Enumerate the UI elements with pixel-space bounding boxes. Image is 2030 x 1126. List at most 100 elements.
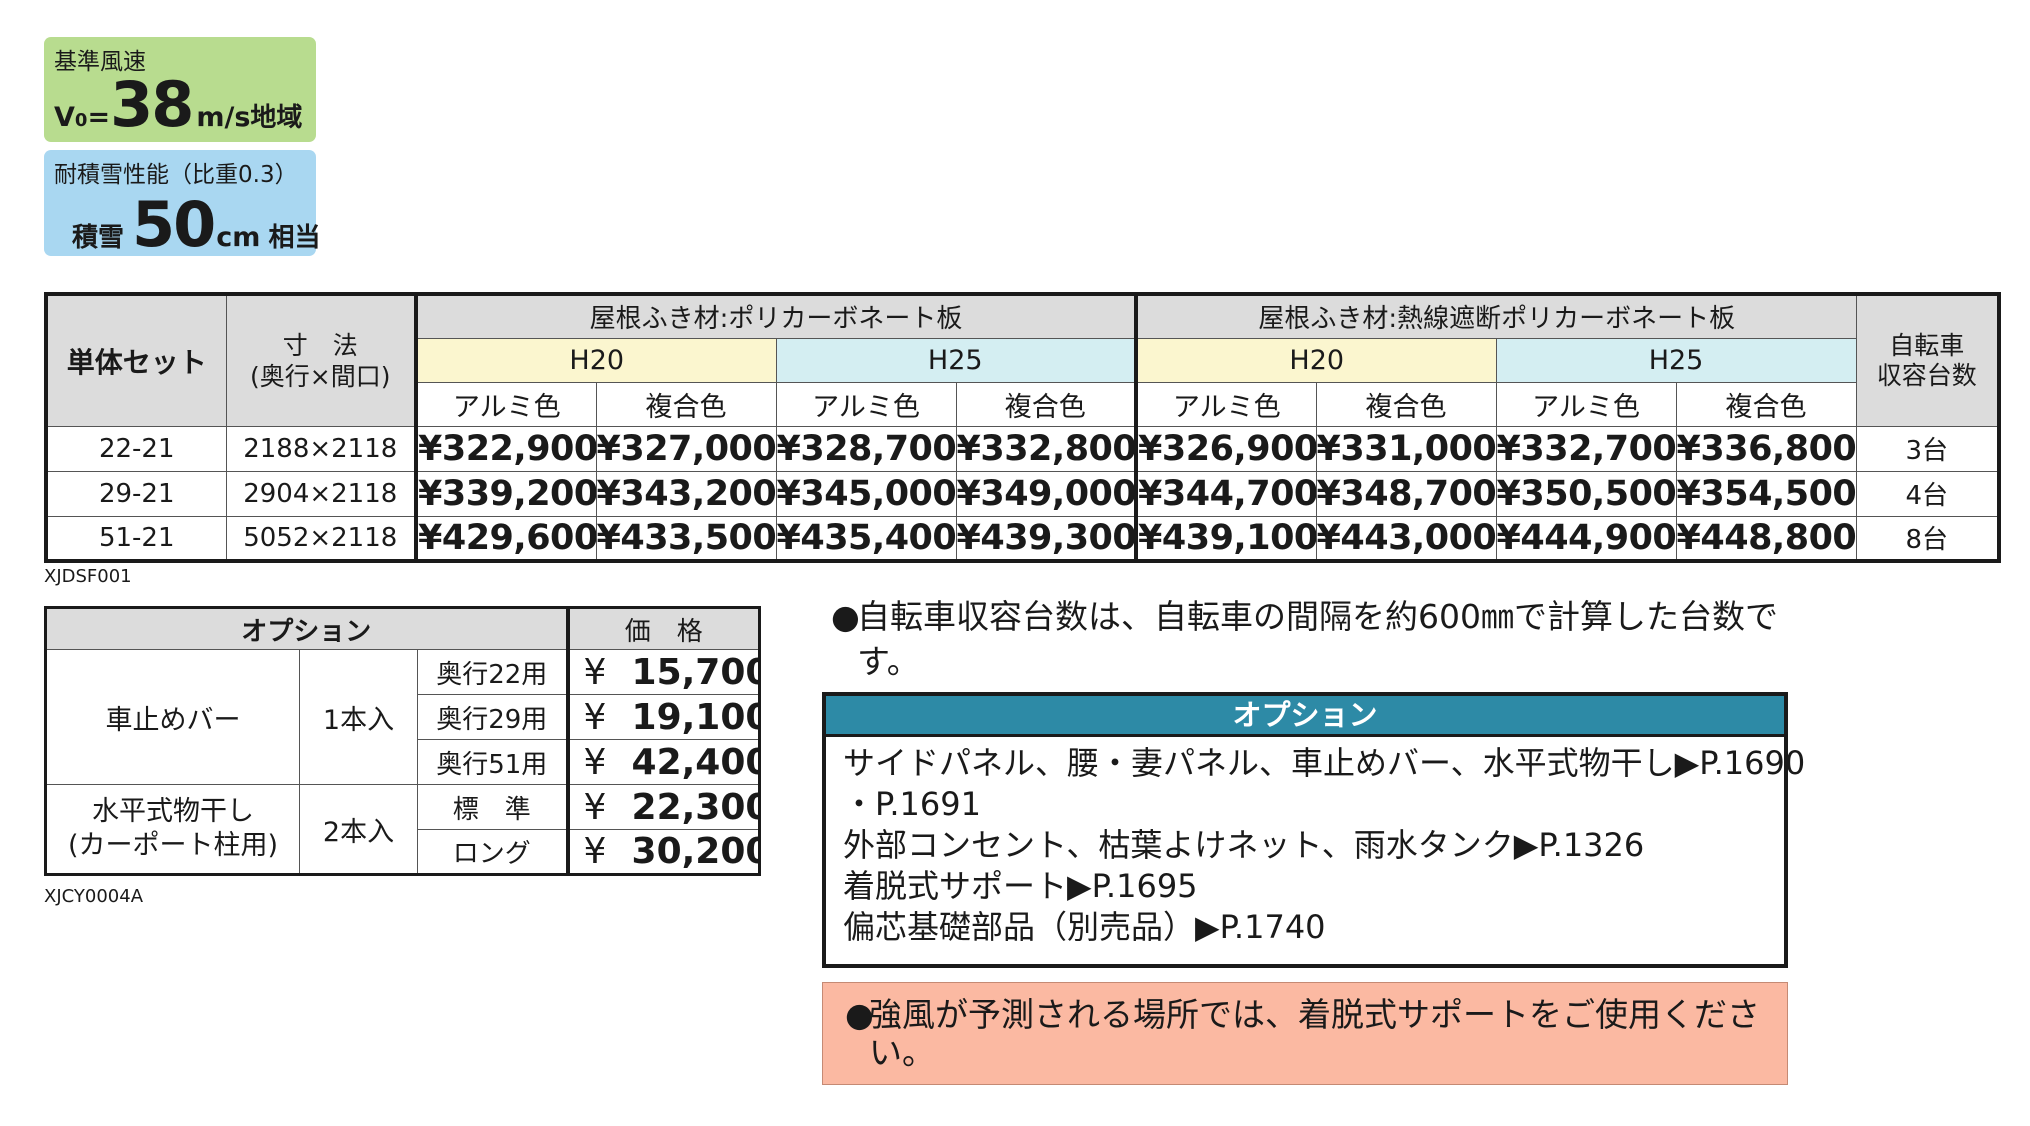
header-color-alumi: アルミ色 [414, 381, 597, 427]
option-name-line2: (カーポート柱用) [67, 830, 279, 861]
wind-suffix: 地域 [250, 103, 303, 133]
option-qty: 2本入 [299, 784, 418, 875]
table-row: 車止めバー 1本入 奥行22用 ¥15,700 [45, 649, 761, 785]
price-cell: ¥322,900 [414, 425, 597, 472]
snow-load-value: 50 [132, 188, 216, 261]
header-dimension-line1: 寸 法 [282, 330, 358, 360]
option-price: ¥22,300 [565, 784, 761, 830]
option-variant: 奥行51用 [416, 739, 569, 785]
option-price: ¥15,700 [565, 649, 761, 695]
header-heat-block-polycarbonate: 屋根ふき材:熱線遮断ポリカーボネート板 [1134, 293, 1857, 339]
price-cell: ¥343,200 [595, 470, 777, 517]
header-color-fukugo: 複合色 [1675, 381, 1857, 427]
option-variant: 奥行29用 [416, 694, 569, 740]
price-cell: ¥345,000 [775, 470, 957, 517]
price-cell: ¥348,700 [1315, 470, 1497, 517]
price-cell: ¥448,800 [1675, 515, 1857, 562]
row-code: 22-21 [45, 425, 227, 472]
option-price-table: オプション 価 格 車止めバー 1本入 奥行22用 ¥15,700 奥行29用 … [44, 606, 762, 876]
header-bike-capacity: 自転車 収容台数 [1855, 293, 2000, 427]
row-size: 5052×2118 [225, 515, 417, 562]
price-cell: ¥433,500 [595, 515, 777, 562]
header-color-fukugo: 複合色 [955, 381, 1137, 427]
row-size: 2904×2118 [225, 470, 417, 517]
price-cell: ¥332,700 [1495, 425, 1677, 472]
price-cell: ¥332,800 [955, 425, 1137, 472]
price-cell: ¥349,000 [955, 470, 1137, 517]
snow-load-value-line: 積雪 50 cm 相当 [72, 188, 320, 261]
yen-sign: ¥ [583, 786, 607, 828]
option-price: ¥42,400 [565, 739, 761, 785]
wind-prefix: V [54, 102, 75, 133]
bike-count: 4台 [1855, 470, 2000, 517]
price-cell: ¥328,700 [775, 425, 957, 472]
option-price: ¥19,100 [565, 694, 761, 740]
options-box-line: ・P.1691 [843, 785, 981, 823]
header-dimension: 寸 法 (奥行×間口) [225, 293, 417, 427]
option-name-clothes-pole: 水平式物干し (カーポート柱用) [45, 784, 300, 875]
header-color-fukugo: 複合色 [1315, 381, 1497, 427]
option-price-value: 19,100 [631, 696, 760, 738]
wind-subscript: 0 [74, 110, 88, 131]
header-set: 単体セット [45, 293, 227, 427]
price-cell: ¥344,700 [1134, 470, 1317, 517]
price-cell: ¥331,000 [1315, 425, 1497, 472]
options-box-title: オプション [826, 696, 1784, 737]
option-header: オプション [44, 607, 569, 650]
price-cell: ¥429,600 [414, 515, 597, 562]
price-cell: ¥439,300 [955, 515, 1137, 562]
strong-wind-warning: ● 強風が予測される場所では、着脱式サポートをご使用ください。 [822, 982, 1788, 1085]
bike-count: 3台 [1855, 425, 2000, 472]
option-variant: 標 準 [416, 784, 569, 830]
header-color-alumi: アルミ色 [775, 381, 957, 427]
bullet-icon: ● [845, 995, 874, 1034]
header-bike-line1: 自転車 [1889, 330, 1965, 360]
yen-sign: ¥ [583, 831, 607, 872]
wind-speed-badge: 基準風速 V 0 = 38 m/s 地域 [44, 37, 316, 142]
options-box-line: 外部コンセント、枯葉よけネット、雨水タンク▶P.1326 [843, 826, 1645, 864]
option-price-value: 22,300 [631, 786, 760, 828]
price-cell: ¥350,500 [1495, 470, 1677, 517]
option-variant: ロング [416, 829, 569, 875]
yen-sign: ¥ [583, 741, 607, 783]
bullet-icon: ● [831, 597, 860, 636]
header-bike-line2: 収容台数 [1876, 360, 1977, 390]
option-qty: 1本入 [299, 649, 418, 785]
table-row: 29-21 2904×2118 ¥339,200 ¥343,200 ¥345,0… [45, 470, 2000, 517]
price-table: 単体セット 寸 法 (奥行×間口) 屋根ふき材:ポリカーボネート板 屋根ふき材:… [44, 292, 2002, 563]
header-a-h20: H20 [414, 337, 777, 383]
wind-eq: = [87, 102, 111, 133]
header-polycarbonate: 屋根ふき材:ポリカーボネート板 [413, 293, 1137, 339]
bike-count: 8台 [1855, 515, 2000, 562]
table-row: 51-21 5052×2118 ¥429,600 ¥433,500 ¥435,4… [45, 515, 2000, 562]
option-name-stopper-bar: 車止めバー [45, 649, 300, 785]
price-table-code: XJDSF001 [44, 566, 132, 587]
snow-load-label: 耐積雪性能（比重0.3） [54, 162, 298, 188]
option-name-line1: 水平式物干し [92, 796, 254, 827]
price-cell: ¥354,500 [1675, 470, 1857, 517]
price-cell: ¥443,000 [1315, 515, 1497, 562]
price-cell: ¥435,400 [775, 515, 957, 562]
options-box-line: 偏芯基礎部品（別売品）▶P.1740 [843, 908, 1326, 946]
wind-speed-value-line: V 0 = 38 m/s 地域 [54, 68, 302, 141]
header-dimension-line2: (奥行×間口) [250, 361, 391, 391]
option-variant: 奥行22用 [416, 649, 569, 695]
options-reference-box: オプション サイドパネル、腰・妻パネル、車止めバー、水平式物干し▶P.1690 … [822, 692, 1806, 968]
bike-capacity-note: ● 自転車収容台数は、自転車の間隔を約600㎜で計算した台数です。 [831, 594, 1791, 684]
option-price-value: 30,200 [631, 831, 760, 872]
price-cell: ¥336,800 [1675, 425, 1857, 472]
row-size: 2188×2118 [225, 425, 417, 472]
options-box-line: 着脱式サポート▶P.1695 [843, 867, 1198, 905]
row-code: 29-21 [45, 470, 227, 517]
price-cell: ¥444,900 [1495, 515, 1677, 562]
options-box-line: サイドパネル、腰・妻パネル、車止めバー、水平式物干し▶P.1690 [843, 744, 1806, 782]
snow-suffix: 相当 [268, 223, 321, 253]
snow-prefix: 積雪 [72, 223, 125, 253]
row-code: 51-21 [45, 515, 227, 562]
price-cell: ¥327,000 [595, 425, 777, 472]
wind-speed-label: 基準風速 [54, 49, 146, 75]
header-color-fukugo: 複合色 [595, 381, 777, 427]
header-color-alumi: アルミ色 [1134, 381, 1317, 427]
option-price-value: 15,700 [631, 651, 760, 693]
strong-wind-warning-text: 強風が予測される場所では、着脱式サポートをご使用ください。 [869, 995, 1760, 1072]
